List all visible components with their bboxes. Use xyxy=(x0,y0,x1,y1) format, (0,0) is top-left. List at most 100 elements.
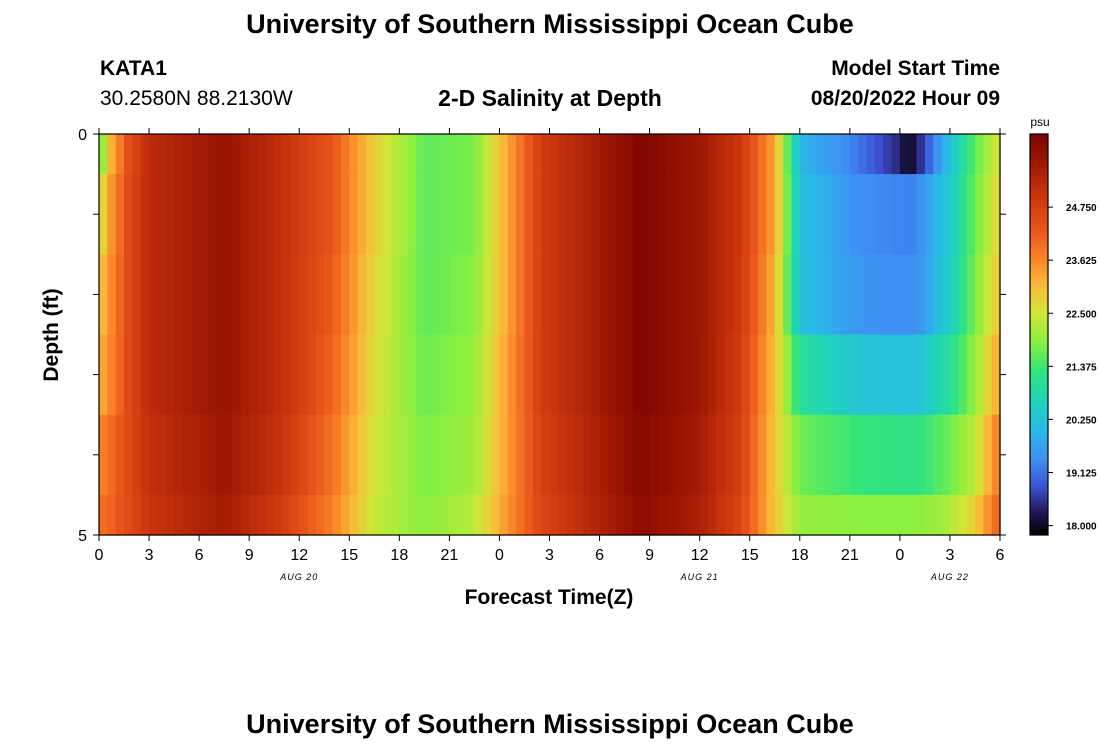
heatmap-cell xyxy=(783,414,793,496)
heatmap-cell xyxy=(833,494,843,536)
colorbar-tick-label: 22.500 xyxy=(1066,309,1097,320)
heatmap-cell xyxy=(416,334,425,416)
heatmap-cell xyxy=(215,334,225,416)
colorbar: psu 24.750 23.625 22.500 21.375 20.250 19.125… xyxy=(1029,115,1097,536)
heatmap-cell xyxy=(332,174,342,255)
heatmap-cell xyxy=(482,494,492,536)
colorbar-scale xyxy=(1029,133,1049,536)
heatmap-cell xyxy=(566,414,576,496)
heatmap-cell xyxy=(657,494,667,536)
heatmap-cell xyxy=(883,174,893,255)
heatmap-cell xyxy=(299,174,309,255)
heatmap-cell xyxy=(482,134,492,175)
heatmap-cell xyxy=(157,134,167,175)
heatmap-cell xyxy=(282,134,292,175)
heatmap-cell xyxy=(215,494,225,536)
x-tick-label: 12 xyxy=(290,547,308,564)
x-tick-label: 3 xyxy=(145,547,154,564)
heatmap-cell xyxy=(933,254,943,336)
heatmap-cell xyxy=(349,134,359,175)
x-tick-label: 9 xyxy=(245,547,254,564)
x-date-label: AUG 20 xyxy=(279,572,318,582)
heatmap-cell xyxy=(908,134,918,175)
heatmap-cell xyxy=(607,414,617,496)
heatmap-cell xyxy=(174,414,184,496)
heatmap-cell xyxy=(691,414,701,496)
heatmap-cell xyxy=(949,254,959,336)
heatmap-cell xyxy=(924,254,934,336)
heatmap-cell xyxy=(574,254,584,336)
heatmap-cell xyxy=(532,134,542,175)
heatmap-cell xyxy=(983,414,993,496)
heatmap-cell xyxy=(824,334,834,416)
heatmap-cell xyxy=(232,134,242,175)
heatmap-cell xyxy=(632,414,642,496)
heatmap-cell xyxy=(649,334,659,416)
heatmap-cell xyxy=(482,174,492,255)
heatmap-cell xyxy=(482,334,492,416)
heatmap-cell xyxy=(249,134,259,175)
heatmap-cell xyxy=(157,174,167,255)
heatmap-cell xyxy=(524,334,534,416)
heatmap-cell xyxy=(783,174,793,255)
heatmap-cell xyxy=(290,494,300,536)
heatmap-cell xyxy=(240,334,250,416)
heatmap-cell xyxy=(416,494,425,536)
colorbar-unit: psu xyxy=(1030,115,1049,129)
heatmap-cell xyxy=(741,494,751,536)
heatmap-cell xyxy=(157,494,167,536)
heatmap-cell xyxy=(140,254,150,336)
heatmap-cell xyxy=(516,134,526,175)
heatmap-cell xyxy=(274,334,284,416)
heatmap-cell xyxy=(657,414,667,496)
heatmap-cell xyxy=(457,414,467,496)
heatmap-cell xyxy=(232,494,242,536)
heatmap-cell xyxy=(958,174,968,255)
heatmap-cell xyxy=(591,414,601,496)
heatmap-cell xyxy=(616,334,626,416)
heatmap-cell xyxy=(240,174,250,255)
heatmap-cell xyxy=(424,334,434,416)
heatmap-cell xyxy=(407,134,417,175)
heatmap-cell xyxy=(816,134,826,175)
heatmap-cell xyxy=(315,414,325,496)
heatmap-cell xyxy=(899,174,909,255)
heatmap-cell xyxy=(716,254,726,336)
heatmap-cell xyxy=(916,414,926,496)
heatmap-cell xyxy=(666,494,676,536)
heatmap-cell xyxy=(165,494,175,536)
heatmap-cell xyxy=(382,494,392,536)
heatmap-cell xyxy=(599,334,609,416)
heatmap-cell xyxy=(507,494,517,536)
heatmap-cell xyxy=(724,334,734,416)
heatmap-cell xyxy=(599,414,609,496)
heatmap-cell xyxy=(624,494,634,536)
heatmap-cell xyxy=(99,334,108,416)
heatmap-cell xyxy=(374,494,384,536)
heatmap-cell xyxy=(574,334,584,416)
heatmap-cell xyxy=(941,134,951,175)
heatmap-cell xyxy=(149,334,158,416)
colorbar-tick-label: 23.625 xyxy=(1066,256,1097,267)
heatmap-cell xyxy=(449,134,459,175)
heatmap-cell xyxy=(841,134,851,175)
heatmap-cell xyxy=(557,174,567,255)
heatmap-cell xyxy=(566,334,576,416)
x-date-label: AUG 21 xyxy=(680,572,719,582)
heatmap-cell xyxy=(416,134,425,175)
heatmap-cell xyxy=(399,334,409,416)
heatmap-cell xyxy=(482,414,492,496)
heatmap-cell xyxy=(516,334,526,416)
heatmap-cell xyxy=(816,174,826,255)
heatmap-cell xyxy=(290,134,300,175)
heatmap-cell xyxy=(507,334,517,416)
heatmap-cell xyxy=(974,414,984,496)
heatmap-cell xyxy=(557,414,567,496)
heatmap-cell xyxy=(215,414,225,496)
heatmap-cell xyxy=(899,414,909,496)
heatmap-cell xyxy=(616,254,626,336)
heatmap-cell xyxy=(991,134,1001,175)
heatmap-cell xyxy=(774,414,784,496)
heatmap-cell xyxy=(516,174,526,255)
heatmap-cell xyxy=(365,334,375,416)
